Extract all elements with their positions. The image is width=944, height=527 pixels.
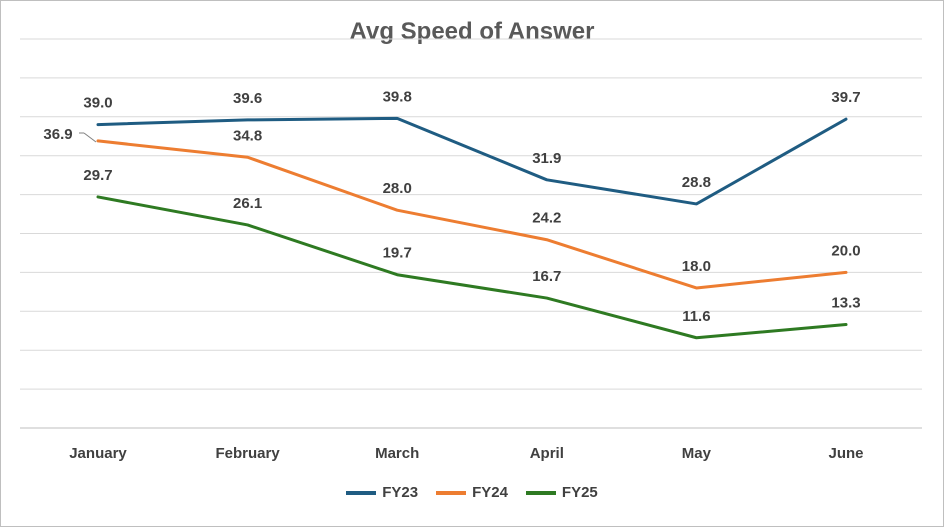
data-label-fy24: 20.0 [831, 242, 860, 259]
x-tick-label: April [530, 445, 564, 462]
x-tick-label: January [69, 445, 127, 462]
data-label-fy24: 18.0 [682, 258, 711, 275]
legend-item-fy24: FY24 [436, 484, 508, 501]
x-tick-label: March [375, 445, 419, 462]
legend-label-fy24: FY24 [472, 484, 508, 501]
series-line-fy24 [96, 139, 848, 290]
series-line-fy23 [96, 116, 848, 206]
series-line-fy25 [96, 195, 848, 340]
x-tick-label: June [828, 445, 863, 462]
data-label-fy24: 34.8 [233, 127, 262, 144]
data-label-fy23: 39.6 [233, 90, 262, 107]
data-label-fy23: 39.7 [831, 89, 860, 106]
x-tick-label: February [215, 445, 280, 462]
data-label-fy24: 24.2 [532, 210, 561, 227]
data-labels: 39.0 39.6 39.8 31.9 28.8 39.7 36.9 34.8 28.0 24.2… [43, 88, 860, 324]
data-label-fy23: 39.8 [383, 88, 412, 105]
legend-item-fy25: FY25 [525, 484, 598, 501]
data-label-fy23: 39.0 [83, 95, 112, 112]
data-label-fy25: 19.7 [383, 245, 412, 262]
legend-label-fy23: FY23 [382, 484, 419, 501]
series-lines [96, 116, 848, 340]
leader-line [83, 132, 97, 143]
data-label-fy24: 28.0 [383, 180, 412, 197]
data-label-fy25: 11.6 [682, 308, 710, 325]
x-tick-label: May [682, 445, 712, 462]
data-label-fy25: 13.3 [831, 295, 860, 312]
legend-item-fy23: FY23 [346, 484, 418, 501]
data-label-fy24: 36.9 [43, 126, 72, 143]
data-label-fy25: 29.7 [83, 167, 112, 184]
legend-label-fy25: FY25 [561, 484, 598, 501]
legend: FY23 FY24 FY25 [0, 484, 944, 501]
legend-swatch-fy25 [525, 490, 556, 495]
x-axis-tick-labels: January February March April May June [69, 445, 863, 462]
data-label-fy25: 16.7 [532, 268, 561, 285]
data-label-fy23: 28.8 [682, 174, 711, 191]
legend-swatch-fy23 [346, 490, 377, 495]
gridlines [20, 38, 922, 429]
data-label-fy25: 26.1 [233, 195, 262, 212]
legend-swatch-fy24 [436, 490, 467, 495]
chart-title: Avg Speed of Answer [349, 18, 595, 45]
data-label-fy23: 31.9 [532, 150, 561, 167]
